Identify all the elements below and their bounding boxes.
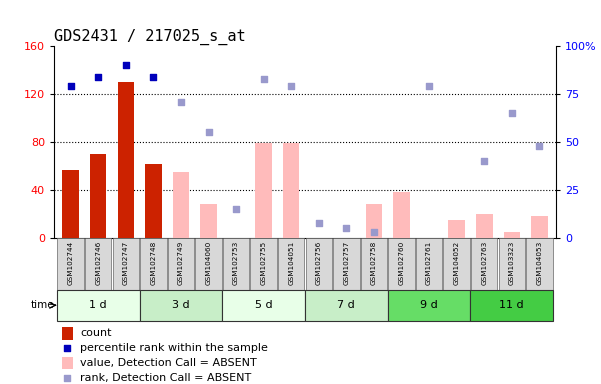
Text: GSM102763: GSM102763	[481, 241, 487, 285]
Point	[121, 62, 130, 68]
Point	[93, 74, 103, 80]
FancyBboxPatch shape	[333, 238, 359, 290]
Bar	[62, 357, 73, 369]
Text: GSM102753: GSM102753	[233, 241, 239, 285]
Text: GSM102747: GSM102747	[123, 241, 129, 285]
Bar	[172, 172, 189, 238]
FancyBboxPatch shape	[471, 238, 498, 290]
Bar	[255, 143, 272, 238]
Bar	[531, 217, 548, 238]
Text: rank, Detection Call = ABSENT: rank, Detection Call = ABSENT	[80, 372, 251, 383]
Bar	[393, 192, 410, 238]
Text: 3 d: 3 d	[172, 300, 190, 310]
FancyBboxPatch shape	[58, 238, 84, 290]
Text: 5 d: 5 d	[255, 300, 272, 310]
Text: GSM102748: GSM102748	[150, 241, 156, 285]
Text: 7 d: 7 d	[338, 300, 355, 310]
Text: GSM103323: GSM103323	[509, 241, 515, 285]
Text: 1 d: 1 d	[90, 300, 107, 310]
FancyBboxPatch shape	[361, 238, 387, 290]
Point	[341, 225, 351, 232]
Point	[369, 229, 379, 235]
FancyBboxPatch shape	[471, 290, 553, 321]
FancyBboxPatch shape	[168, 238, 194, 290]
FancyBboxPatch shape	[305, 290, 388, 321]
Point	[231, 206, 241, 212]
Bar	[63, 170, 79, 238]
Text: GSM102756: GSM102756	[316, 241, 322, 285]
Bar	[365, 204, 382, 238]
Text: GSM102755: GSM102755	[261, 241, 267, 285]
Point	[66, 83, 76, 89]
Bar	[476, 214, 492, 238]
Point	[176, 99, 186, 105]
FancyBboxPatch shape	[223, 238, 249, 290]
Text: percentile rank within the sample: percentile rank within the sample	[80, 343, 268, 353]
FancyBboxPatch shape	[416, 238, 442, 290]
Text: 11 d: 11 d	[499, 300, 524, 310]
Bar	[448, 220, 465, 238]
FancyBboxPatch shape	[388, 238, 415, 290]
Text: GSM102746: GSM102746	[95, 241, 101, 285]
Point	[480, 158, 489, 164]
Point	[424, 83, 434, 89]
Text: value, Detection Call = ABSENT: value, Detection Call = ABSENT	[80, 358, 257, 368]
Text: GSM104060: GSM104060	[206, 241, 212, 285]
Point	[63, 345, 72, 351]
Bar	[145, 164, 162, 238]
FancyBboxPatch shape	[112, 238, 139, 290]
Point	[148, 74, 158, 80]
Bar	[62, 327, 73, 339]
FancyBboxPatch shape	[444, 238, 470, 290]
Point	[204, 129, 213, 136]
Bar	[118, 82, 134, 238]
Text: GSM104053: GSM104053	[536, 241, 542, 285]
Text: GDS2431 / 217025_s_at: GDS2431 / 217025_s_at	[54, 28, 246, 45]
Bar	[90, 154, 106, 238]
Point	[314, 220, 323, 226]
Point	[259, 76, 269, 82]
Text: count: count	[80, 328, 112, 338]
Bar	[200, 204, 217, 238]
Text: GSM104052: GSM104052	[454, 241, 460, 285]
Bar	[283, 143, 299, 238]
FancyBboxPatch shape	[85, 238, 111, 290]
FancyBboxPatch shape	[222, 290, 305, 321]
FancyBboxPatch shape	[499, 238, 525, 290]
Text: time: time	[31, 300, 55, 310]
Text: 9 d: 9 d	[420, 300, 438, 310]
Text: GSM102758: GSM102758	[371, 241, 377, 285]
Point	[63, 375, 72, 381]
Point	[534, 143, 544, 149]
Text: GSM104051: GSM104051	[288, 241, 294, 285]
FancyBboxPatch shape	[388, 290, 471, 321]
FancyBboxPatch shape	[140, 238, 166, 290]
Point	[507, 110, 517, 116]
Text: GSM102760: GSM102760	[398, 241, 404, 285]
FancyBboxPatch shape	[251, 238, 277, 290]
FancyBboxPatch shape	[305, 238, 332, 290]
Text: GSM102744: GSM102744	[68, 241, 74, 285]
FancyBboxPatch shape	[57, 290, 139, 321]
FancyBboxPatch shape	[139, 290, 222, 321]
FancyBboxPatch shape	[195, 238, 222, 290]
Text: GSM102757: GSM102757	[343, 241, 349, 285]
Bar	[504, 232, 520, 238]
Text: GSM102761: GSM102761	[426, 241, 432, 285]
Point	[287, 83, 296, 89]
FancyBboxPatch shape	[278, 238, 305, 290]
Text: GSM102749: GSM102749	[178, 241, 184, 285]
FancyBboxPatch shape	[526, 238, 552, 290]
